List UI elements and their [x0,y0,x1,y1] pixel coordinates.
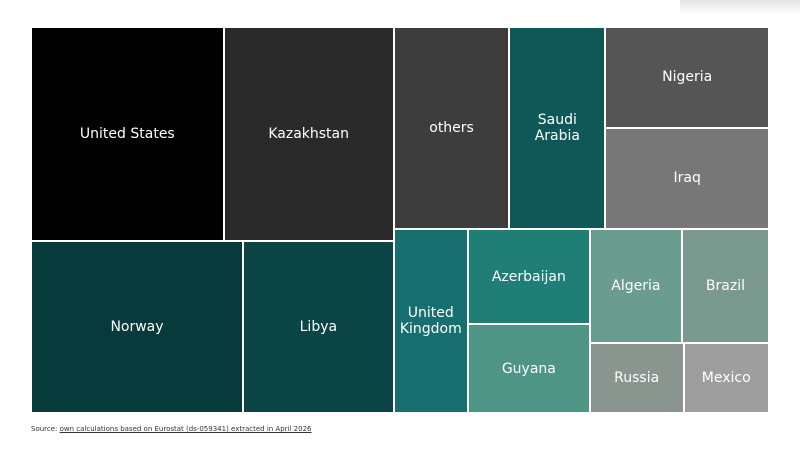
cell-label: Azerbaijan [491,268,566,285]
cell-label: others [429,119,474,136]
treemap-cell: United States [31,27,224,242]
treemap-cell: United Kingdom [393,228,468,413]
treemap-cell: others [393,27,510,229]
cell-label: Norway [110,319,164,336]
source-note: Source: own calculations based on Eurost… [31,425,312,433]
treemap-cell: Brazil [681,228,769,344]
source-label: Source: [31,425,58,433]
cell-label: Guyana [501,360,556,377]
cell-label: United States [79,126,175,143]
cell-label: Algeria [611,277,661,294]
treemap-cell: Libya [243,241,394,413]
cell-label: Russia [614,370,660,387]
treemap-cell: Iraq [605,127,769,229]
treemap-cell: Norway [31,241,243,413]
treemap-cell: Mexico [683,343,769,413]
cell-label: Mexico [701,370,751,387]
treemap-cell: Azerbaijan [467,228,590,325]
cell-label: Nigeria [662,69,713,86]
shadow [680,0,800,14]
treemap-cell: Russia [589,343,684,413]
cell-label: Iraq [673,170,701,187]
treemap-cell: Kazakhstan [223,27,394,242]
treemap: United States Kazakhstan Norway Libya others… [31,27,769,413]
treemap-cell: Nigeria [605,27,769,128]
treemap-cell: Guyana [467,324,590,413]
cell-label: United Kingdom [399,304,462,337]
treemap-cell: Algeria [589,228,682,344]
source-link[interactable]: own calculations based on Eurostat (ds-0… [59,425,312,433]
cell-label: Libya [299,319,338,336]
cell-label: Kazakhstan [268,126,350,143]
cell-label: Brazil [705,277,745,294]
cell-label: Saudi Arabia [534,111,580,144]
treemap-cell: Saudi Arabia [509,27,606,229]
